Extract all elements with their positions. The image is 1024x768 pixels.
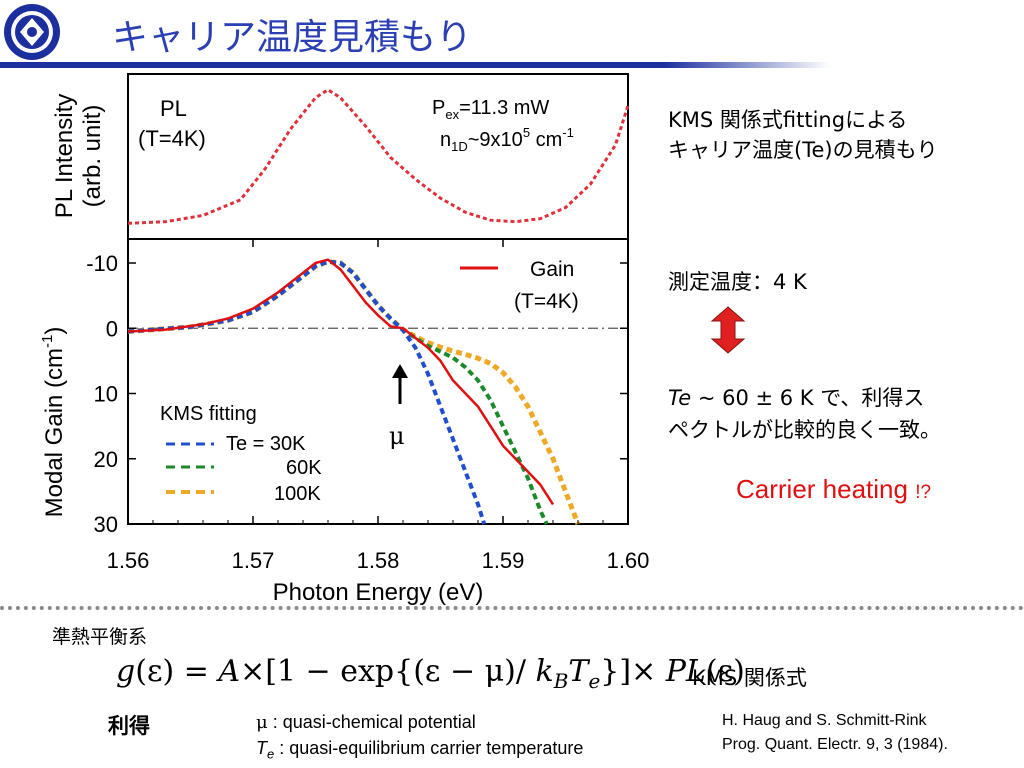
measured-temperature: 測定温度：4 K (668, 270, 807, 294)
kms-relation-label: KMS 関係式 (692, 666, 807, 690)
double-arrow-icon (710, 306, 746, 354)
pl-ylabel-1: PL Intensity (51, 94, 78, 219)
te-symbol: Te (668, 386, 692, 410)
university-logo (4, 4, 60, 60)
formula-mu: μ (484, 654, 505, 689)
mu-label: μ (389, 422, 405, 450)
formula-exp: exp (340, 654, 395, 689)
formula-t: T (568, 654, 589, 689)
legend-60k-label: 60K (286, 457, 322, 479)
reference-line-1: H. Haug and S. Schmitt-Rink (722, 712, 927, 729)
mu-def-symbol: μ (256, 712, 268, 733)
formula-slash: )/ (504, 654, 536, 689)
formula-b: B (553, 669, 569, 693)
te-definition: Te : quasi-equilibrium carrier temperatu… (256, 738, 583, 762)
pl-panel-label-1: PL (160, 96, 187, 121)
mu-arrow-head (392, 364, 408, 378)
te-def-text: : quasi-equilibrium carrier temperature (274, 738, 584, 758)
y-tick-label: 10 (94, 382, 118, 407)
y-tick-label: 30 (94, 512, 118, 537)
gain-ylabel: Modal Gain (cm-1) (39, 327, 68, 518)
title-underline (0, 62, 830, 68)
formula-brace-1: {( (394, 654, 425, 689)
gain-series-gain (127, 258, 555, 506)
gain-series-100k (127, 259, 581, 525)
te-result-line-2: ペクトルが比較的良く一致。 (668, 418, 941, 442)
slide-title: キャリア温度見積もり (112, 17, 473, 58)
x-tick-label: 1.57 (232, 548, 275, 573)
formula-e: e (588, 669, 601, 693)
formula-times-1: ×[1 − (240, 654, 341, 689)
y-tick-label: 20 (94, 447, 118, 472)
legend-gain-label-2: (T=4K) (514, 290, 579, 313)
formula-g: g (116, 654, 136, 689)
gain-label: 利得 (108, 714, 150, 738)
mu-def-text: : quasi-chemical potential (267, 712, 476, 732)
te-def-sub: e (267, 746, 275, 762)
kms-fitting-line-2: キャリア温度(Te)の見積もり (668, 138, 938, 162)
carrier-heating-text: Carrier heating (736, 474, 908, 504)
te-def-symbol: T (256, 738, 267, 758)
reference-line-2: Prog. Quant. Electr. 9, 3 (1984). (722, 736, 948, 753)
legend-gain-label-1: Gain (530, 258, 574, 281)
formula-paren-2: ) = (162, 654, 219, 689)
pl-series-line (127, 88, 630, 225)
dotted-separator (0, 606, 1024, 610)
carrier-heating-mark: !? (915, 482, 932, 503)
formula-eps-1: ε (146, 654, 163, 689)
pl-layer (127, 88, 630, 225)
te-result-line-1: Te ~ 60 ± 6 K で、利得ス (668, 382, 924, 412)
carrier-heating: Carrier heating !? (736, 474, 931, 505)
gain-series-60k (127, 259, 549, 525)
formula-pl: PL (665, 654, 706, 689)
n1d-label: n1D~9x105 cm-1 (440, 125, 574, 154)
pex-label: Pex=11.3 mW (432, 97, 549, 122)
formula-brace-2: }]× (600, 654, 666, 689)
gain-layer (127, 258, 628, 525)
formula-paren-3: ( (705, 654, 718, 689)
formula-eps-2: ε (424, 654, 441, 689)
formula-paren-4: ) (733, 654, 745, 689)
y-tick-label: 0 (106, 316, 118, 341)
gain-pl-chart: 1.56 1.57 1.58 1.59 1.60 -10 0 10 20 30 PL Intens… (39, 73, 649, 606)
kms-formula: g(ε) = A×[1 − exp{(ε − μ)/ kBTe}]× PL(ε) (116, 654, 745, 693)
gain-panel-frame (127, 238, 629, 525)
x-tick-label: 1.56 (107, 548, 150, 573)
pl-ylabel-2: (arb. unit) (79, 105, 106, 208)
legend-kms-title: KMS fitting (160, 403, 257, 425)
formula-paren-1: ( (135, 654, 147, 689)
gain-series-30k (127, 259, 487, 525)
formula-minus: − (440, 654, 485, 689)
gain-xlabel: Photon Energy (eV) (273, 579, 484, 606)
legend-30k-label: Te = 30K (226, 433, 306, 455)
kms-fitting-line-1: KMS 関係式fittingによる (668, 108, 908, 132)
legend-100k-label: 100K (274, 483, 321, 505)
x-tick-label: 1.58 (357, 548, 400, 573)
formula-k: k (535, 654, 554, 689)
x-tick-label: 1.59 (482, 548, 525, 573)
equilibrium-label: 準熱平衡系 (52, 626, 148, 648)
pl-panel-label-2: (T=4K) (138, 126, 206, 151)
formula-a: A (218, 654, 241, 689)
axis-layer: 1.56 1.57 1.58 1.59 1.60 -10 0 10 20 30 (86, 239, 649, 573)
formula-eps-3: ε (717, 654, 734, 689)
mu-definition: μ : quasi-chemical potential (256, 712, 476, 733)
te-result-rest: ~ 60 ± 6 K で、利得ス (691, 386, 925, 410)
y-tick-label: -10 (86, 251, 118, 276)
x-tick-label: 1.60 (607, 548, 650, 573)
